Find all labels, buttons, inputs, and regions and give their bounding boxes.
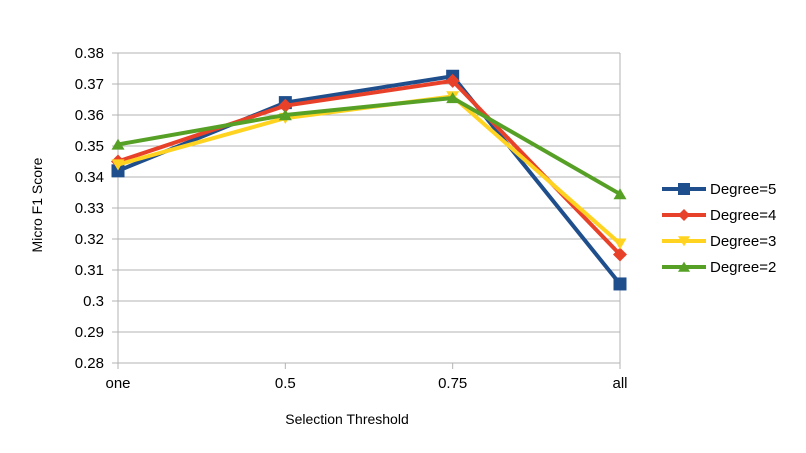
legend-item: Degree=4 bbox=[662, 207, 776, 224]
data-point-marker bbox=[613, 188, 627, 200]
data-point-marker bbox=[111, 164, 125, 178]
x-tick-label: 0.75 bbox=[438, 375, 467, 392]
data-point-marker bbox=[613, 277, 627, 291]
y-tick-label: 0.35 bbox=[75, 138, 104, 155]
y-tick-label: 0.3 bbox=[83, 293, 104, 310]
legend-item: Degree=2 bbox=[662, 259, 776, 276]
x-tick-label: one bbox=[105, 375, 130, 392]
y-tick-label: 0.28 bbox=[75, 355, 104, 372]
legend-label: Degree=3 bbox=[710, 233, 776, 250]
series-4 bbox=[111, 92, 627, 200]
legend-item: Degree=5 bbox=[662, 181, 776, 198]
series-line bbox=[117, 74, 622, 286]
legend: Degree=5 Degree=4 Degree=3 Degree=2 bbox=[662, 181, 776, 276]
gridlines bbox=[118, 52, 620, 364]
tick-labels: 0.28 0.29 0.3 0.31 0.32 0.33 0.34 0.35 0.36 0.37 0… bbox=[75, 45, 628, 392]
y-tick-label: 0.33 bbox=[75, 200, 104, 217]
legend-label: Degree=2 bbox=[710, 259, 776, 276]
y-tick-label: 0.29 bbox=[75, 324, 104, 341]
y-tick-label: 0.34 bbox=[75, 169, 104, 186]
y-tick-label: 0.36 bbox=[75, 107, 104, 124]
legend-marker bbox=[678, 236, 690, 247]
y-tick-label: 0.37 bbox=[75, 76, 104, 93]
data-point-marker bbox=[446, 92, 460, 104]
series-lines bbox=[111, 69, 627, 291]
y-tick-label: 0.38 bbox=[75, 45, 104, 62]
x-axis-title: Selection Threshold bbox=[285, 411, 408, 427]
data-point-marker bbox=[445, 73, 460, 88]
y-tick-label: 0.31 bbox=[75, 262, 104, 279]
data-point-marker bbox=[613, 238, 627, 250]
data-point-marker bbox=[111, 138, 125, 150]
legend-item: Degree=3 bbox=[662, 233, 776, 250]
axes bbox=[112, 52, 621, 369]
x-tick-label: 0.5 bbox=[275, 375, 296, 392]
data-point-marker bbox=[613, 247, 627, 262]
legend-marker bbox=[678, 209, 690, 221]
legend-label: Degree=4 bbox=[710, 207, 776, 224]
x-tick-label: all bbox=[612, 375, 627, 392]
legend-marker bbox=[678, 261, 690, 272]
y-axis-title: Micro F1 Score bbox=[29, 157, 45, 252]
series-line bbox=[117, 95, 621, 196]
y-tick-label: 0.32 bbox=[75, 231, 104, 248]
data-point-marker bbox=[278, 98, 293, 113]
data-point-marker bbox=[111, 159, 125, 171]
data-point-marker bbox=[278, 109, 292, 121]
legend-marker bbox=[678, 183, 690, 195]
legend-label: Degree=5 bbox=[710, 181, 776, 198]
